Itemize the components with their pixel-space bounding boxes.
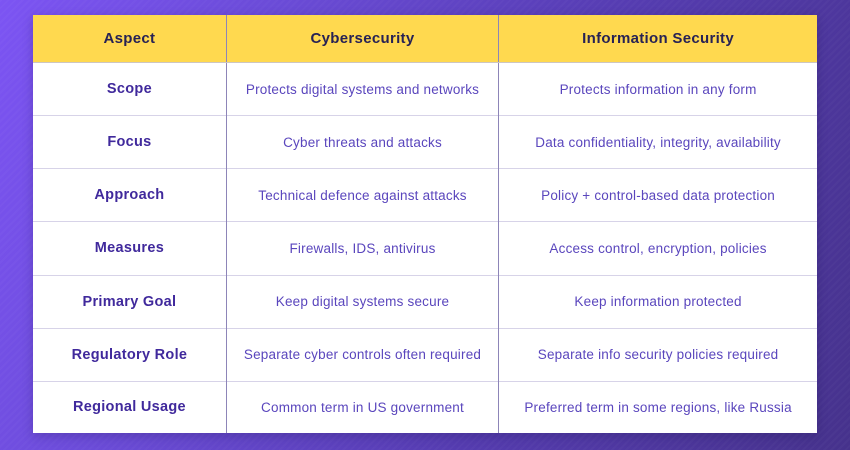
information-security-cell: Preferred term in some regions, like Rus… <box>498 380 817 433</box>
cybersecurity-cell: Cyber threats and attacks <box>225 115 499 169</box>
cybersecurity-cell: Firewalls, IDS, antivirus <box>225 221 499 276</box>
aspect-cell: Measures <box>33 221 227 276</box>
table-row: Measures Firewalls, IDS, antivirus Acces… <box>33 221 817 276</box>
aspect-cell: Approach <box>33 168 227 222</box>
information-security-cell: Protects information in any form <box>498 62 817 116</box>
aspect-cell: Primary Goal <box>33 274 227 329</box>
information-security-cell: Keep information protected <box>498 274 817 329</box>
information-security-cell: Data confidentiality, integrity, availab… <box>498 115 817 169</box>
cybersecurity-cell: Technical defence against attacks <box>225 168 499 222</box>
cybersecurity-cell: Keep digital systems secure <box>225 274 499 329</box>
aspect-cell: Regional Usage <box>33 380 227 433</box>
table-row: Focus Cyber threats and attacks Data con… <box>33 115 817 169</box>
table-row: Primary Goal Keep digital systems secure… <box>33 274 817 329</box>
column-header-information-security: Information Security <box>498 15 817 63</box>
column-header-aspect: Aspect <box>33 15 227 63</box>
column-header-cybersecurity: Cybersecurity <box>225 15 499 63</box>
table-row: Scope Protects digital systems and netwo… <box>33 62 817 116</box>
aspect-cell: Focus <box>33 115 227 169</box>
information-security-cell: Access control, encryption, policies <box>498 221 817 276</box>
information-security-cell: Policy + control-based data protection <box>498 168 817 222</box>
cybersecurity-cell: Separate cyber controls often required <box>225 327 499 382</box>
header-row: Aspect Cybersecurity Information Securit… <box>33 15 817 63</box>
table-row: Regulatory Role Separate cyber controls … <box>33 327 817 382</box>
aspect-cell: Scope <box>33 62 227 116</box>
table-row: Regional Usage Common term in US governm… <box>33 380 817 433</box>
table-row: Approach Technical defence against attac… <box>33 168 817 222</box>
cybersecurity-cell: Protects digital systems and networks <box>225 62 499 116</box>
information-security-cell: Separate info security policies required <box>498 327 817 382</box>
cybersecurity-cell: Common term in US government <box>225 380 499 433</box>
aspect-cell: Regulatory Role <box>33 327 227 382</box>
comparison-table: Aspect Cybersecurity Information Securit… <box>33 15 817 433</box>
